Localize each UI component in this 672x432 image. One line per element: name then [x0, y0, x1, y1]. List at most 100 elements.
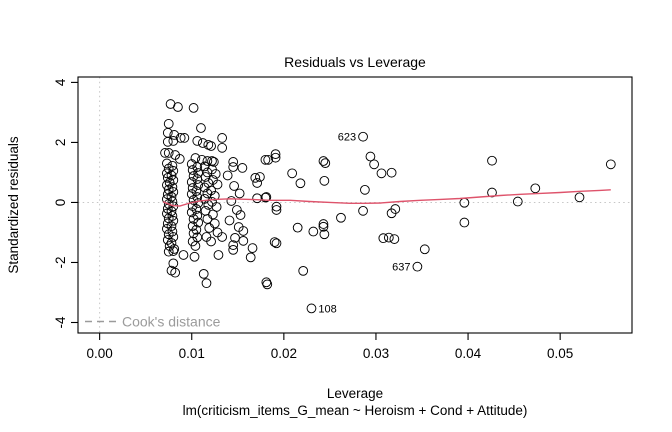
- data-point: [206, 185, 216, 196]
- data-point: [255, 172, 265, 182]
- data-point: [234, 188, 245, 199]
- data-point: [390, 204, 401, 214]
- data-point: [196, 123, 206, 133]
- data-point: [188, 171, 199, 181]
- data-point: [261, 277, 272, 288]
- data-point: [419, 244, 430, 255]
- y-tick-label: -4: [53, 316, 68, 328]
- data-point: [378, 233, 389, 244]
- data-point: [168, 187, 179, 197]
- data-point: [319, 229, 330, 240]
- data-point: [186, 159, 197, 169]
- y-tick-label: 2: [53, 139, 68, 147]
- y-tick-label: 4: [53, 78, 68, 86]
- data-point: [222, 170, 233, 181]
- data-point: [168, 258, 179, 269]
- data-point-623: [358, 131, 368, 142]
- data-point: [270, 152, 281, 163]
- data-point: [271, 201, 282, 212]
- data-point: [169, 244, 180, 254]
- cooks-distance-legend: Cook's distance: [85, 314, 221, 330]
- data-point: [605, 159, 616, 170]
- data-point: [228, 157, 239, 167]
- data-point: [574, 192, 585, 203]
- data-point: [163, 184, 174, 195]
- data-point: [179, 133, 190, 143]
- data-point: [206, 236, 216, 247]
- plot-title: Residuals vs Leverage: [284, 54, 426, 70]
- data-point: [163, 163, 174, 174]
- data-point: [163, 118, 174, 129]
- data-point: [173, 102, 183, 112]
- data-point: [162, 136, 173, 147]
- data-point: [512, 196, 523, 207]
- data-point: [168, 246, 179, 256]
- data-point: [229, 181, 239, 191]
- data-point: [292, 222, 303, 233]
- data-point: [271, 205, 282, 215]
- data-point: [163, 148, 174, 158]
- data-point: [383, 232, 394, 243]
- x-tick-label: 0.03: [363, 346, 389, 361]
- data-point: [198, 269, 209, 279]
- data-point: [187, 183, 198, 193]
- data-point: [186, 189, 197, 199]
- data-point: [213, 250, 224, 260]
- data-point: [263, 154, 274, 165]
- data-point: [162, 172, 173, 183]
- data-point: [188, 103, 199, 113]
- data-point: [308, 226, 319, 237]
- data-point: [224, 215, 235, 226]
- data-point: [209, 190, 220, 201]
- data-point: [228, 162, 239, 172]
- data-point: [270, 149, 281, 160]
- data-point: [237, 163, 248, 173]
- data-point: [163, 229, 174, 240]
- reference-dotted-lines: [78, 77, 632, 333]
- x-tick-label: 0.04: [455, 346, 482, 361]
- data-point: [217, 133, 228, 143]
- data-point: [235, 210, 246, 220]
- data-point: [245, 252, 256, 263]
- data-point: [336, 212, 346, 223]
- data-point: [168, 232, 179, 242]
- data-point: [208, 209, 218, 220]
- scatter-points: [160, 99, 616, 314]
- data-point: [320, 158, 331, 169]
- data-point: [167, 226, 178, 237]
- data-point: [318, 156, 329, 166]
- data-point: [487, 187, 497, 198]
- data-point: [271, 238, 282, 249]
- plot-border: [77, 76, 633, 334]
- data-point: [187, 201, 198, 211]
- x-tick-label: 0.05: [547, 346, 573, 361]
- data-point: [190, 241, 201, 251]
- data-point: [261, 192, 272, 202]
- data-point: [166, 206, 177, 217]
- data-point: [319, 175, 330, 186]
- data-point: [187, 221, 198, 232]
- outlier-label-623: 623: [338, 132, 356, 144]
- x-tick-label: 0.02: [271, 346, 297, 361]
- data-point: [228, 244, 239, 255]
- data-point: [530, 183, 541, 194]
- data-point: [168, 136, 179, 146]
- data-point: [228, 240, 239, 250]
- x-axis-title: Leverage: [327, 386, 383, 401]
- data-point: [208, 157, 219, 167]
- cooks-distance-legend-label: Cook's distance: [122, 314, 221, 330]
- data-point: [260, 192, 271, 203]
- data-point: [230, 232, 240, 243]
- data-point: [209, 218, 220, 229]
- data-point: [202, 188, 213, 199]
- smooth-trend-path: [162, 189, 611, 207]
- data-point: [226, 196, 237, 206]
- data-point: [162, 235, 173, 245]
- data-point-108: [306, 303, 317, 314]
- data-point: [247, 243, 258, 253]
- data-point: [252, 193, 263, 204]
- data-point: [260, 154, 271, 165]
- data-point: [170, 267, 181, 278]
